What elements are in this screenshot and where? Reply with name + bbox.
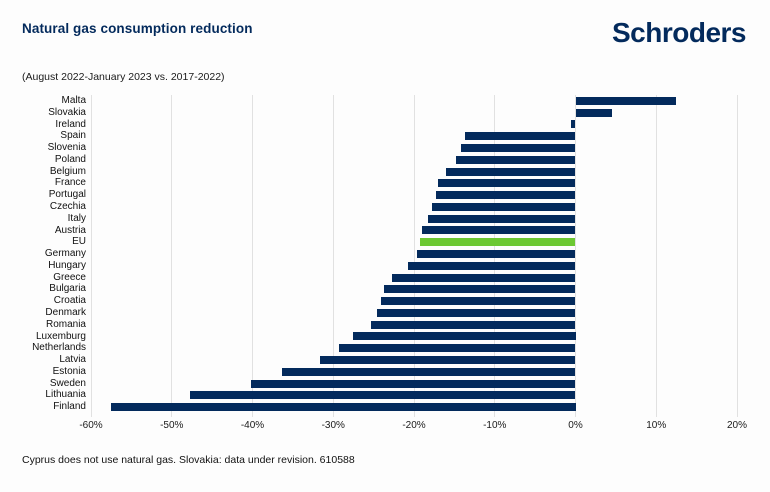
bar-slovenia	[460, 144, 576, 152]
category-label: Czechia	[49, 201, 86, 212]
bar-spain	[464, 132, 576, 141]
category-label: Bulgaria	[49, 283, 86, 295]
bar-poland	[455, 155, 576, 164]
category-label: Luxemburg	[35, 330, 86, 342]
bar-italy	[427, 214, 576, 223]
bar-greece	[392, 273, 576, 282]
x-tick-label: 0%	[568, 420, 583, 431]
x-tick-label: -60%	[79, 420, 103, 431]
bar-latvia	[319, 356, 576, 364]
x-tick-label: -10%	[483, 420, 507, 431]
x-tick-label: -50%	[160, 420, 184, 431]
page-title: Natural gas consumption reduction	[22, 21, 253, 36]
gridline	[90, 95, 92, 417]
gridline	[655, 95, 657, 417]
category-label: Slovenia	[47, 142, 86, 154]
gridline	[171, 95, 173, 417]
category-label: Netherlands	[32, 342, 86, 354]
bar-germany	[417, 250, 576, 258]
plot-area	[90, 95, 738, 417]
x-tick-label: -30%	[321, 420, 345, 431]
category-label: Sweden	[49, 377, 86, 389]
bar-ireland	[570, 120, 576, 129]
bar-chart: -60% -50% -40% -30% -20% -10% 0% 10% 20% Malta Slo…	[0, 95, 770, 435]
category-label: Ireland	[55, 118, 86, 130]
gridline	[252, 95, 253, 417]
bar-slovakia	[575, 108, 612, 117]
bar-malta	[575, 96, 677, 105]
bar-romania	[371, 320, 576, 329]
category-label: Austria	[54, 224, 86, 236]
x-tick-label: -20%	[402, 420, 426, 431]
x-tick-label: 10%	[646, 420, 667, 431]
category-label: Poland	[54, 153, 86, 165]
bar-luxemburg	[353, 332, 576, 341]
category-label: Finland	[53, 401, 86, 413]
category-label: Hungary	[48, 259, 86, 271]
category-label: Lithuania	[45, 389, 86, 401]
x-tick-label: 20%	[726, 420, 747, 431]
category-label: Slovakia	[48, 106, 86, 118]
schroders-logo: Schroders	[612, 17, 747, 48]
bar-belgium	[446, 167, 576, 176]
bar-croatia	[380, 297, 576, 306]
bar-portugal	[435, 191, 576, 200]
category-label: Italy	[67, 212, 86, 224]
chart-subtitle: (August 2022-January 2023 vs. 2017-2022)	[22, 71, 225, 83]
category-label: EU	[72, 236, 86, 248]
category-label: Latvia	[59, 354, 86, 366]
bar-finland	[111, 403, 576, 412]
bar-estonia	[281, 367, 576, 376]
gridline	[413, 95, 415, 417]
bar-denmark	[376, 308, 576, 317]
category-label: Belgium	[49, 165, 86, 177]
category-label: Greece	[53, 271, 86, 283]
footnote: Cyprus does not use natural gas. Slovaki…	[22, 454, 355, 466]
category-label: Estonia	[52, 365, 86, 377]
bar-netherlands	[338, 344, 576, 353]
bar-austria	[422, 226, 576, 235]
bar-hungary	[407, 261, 576, 270]
bar-sweden	[250, 379, 576, 388]
category-label: Denmark	[45, 307, 86, 318]
category-label: Romania	[45, 318, 86, 330]
gridline	[332, 95, 334, 417]
x-tick-label: -40%	[240, 420, 265, 431]
category-label: France	[54, 177, 86, 189]
bar-eu	[419, 238, 576, 247]
bar-lithuania	[190, 391, 576, 400]
category-label: Spain	[60, 130, 86, 142]
bar-czechia	[431, 202, 576, 211]
gridline	[736, 95, 738, 417]
category-label: Croatia	[53, 295, 86, 307]
category-label: Germany	[44, 248, 86, 260]
bar-france	[438, 179, 576, 188]
category-label: Malta	[61, 95, 86, 106]
gridline	[575, 95, 576, 417]
category-label: Portugal	[48, 189, 86, 201]
bar-bulgaria	[384, 285, 576, 294]
